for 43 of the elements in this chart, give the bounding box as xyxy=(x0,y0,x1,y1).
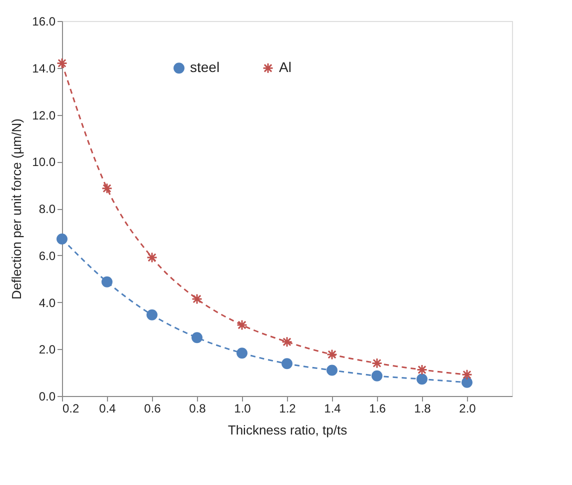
point xyxy=(56,233,68,244)
point xyxy=(372,370,382,382)
point xyxy=(102,276,112,288)
x-tick-label: 0.6 xyxy=(144,402,162,416)
legend-label: steel xyxy=(190,59,220,76)
y-tick-label: 6.0 xyxy=(38,248,56,263)
point xyxy=(236,319,248,330)
legend-label: Al xyxy=(279,59,292,76)
point xyxy=(416,364,428,376)
y-tick-label: 10.0 xyxy=(32,155,56,170)
point xyxy=(236,348,248,359)
y-tick-label: 0.0 xyxy=(38,390,56,404)
point xyxy=(372,358,382,369)
y-tick-label: 14.0 xyxy=(32,61,56,76)
y-tick-label: 8.0 xyxy=(38,202,56,216)
x-tick-label: 1.2 xyxy=(279,402,296,416)
point xyxy=(56,58,68,69)
x-tick-label: 1.8 xyxy=(414,402,432,416)
point xyxy=(462,369,472,380)
point xyxy=(192,293,202,304)
y-tick-label: 2.0 xyxy=(38,342,56,357)
point xyxy=(326,349,338,360)
x-axis-title: Thickness ratio, tp/ts xyxy=(228,422,348,438)
x-tick-label: 0.4 xyxy=(99,402,116,416)
point xyxy=(102,182,112,194)
y-axis-title: Deflection per unit force (µm/N) xyxy=(9,118,24,300)
point xyxy=(146,252,158,263)
x-tick-label: 0.8 xyxy=(189,402,206,416)
point xyxy=(192,332,202,344)
point xyxy=(146,309,158,320)
y-tick-label: 4.0 xyxy=(38,296,56,310)
point xyxy=(282,336,292,348)
x-tick-label: 1.6 xyxy=(369,402,386,416)
y-tick-label: 12.0 xyxy=(32,108,56,122)
point xyxy=(282,358,292,370)
y-tick-label: 16.0 xyxy=(32,14,56,28)
x-tick-label: 2.0 xyxy=(459,402,476,416)
x-tick-label: 1.4 xyxy=(324,402,342,416)
x-tick-label: 0.2 xyxy=(62,402,80,416)
point xyxy=(326,364,338,376)
point xyxy=(462,376,472,388)
point xyxy=(416,374,428,385)
x-tick-label: 1.0 xyxy=(234,402,252,416)
